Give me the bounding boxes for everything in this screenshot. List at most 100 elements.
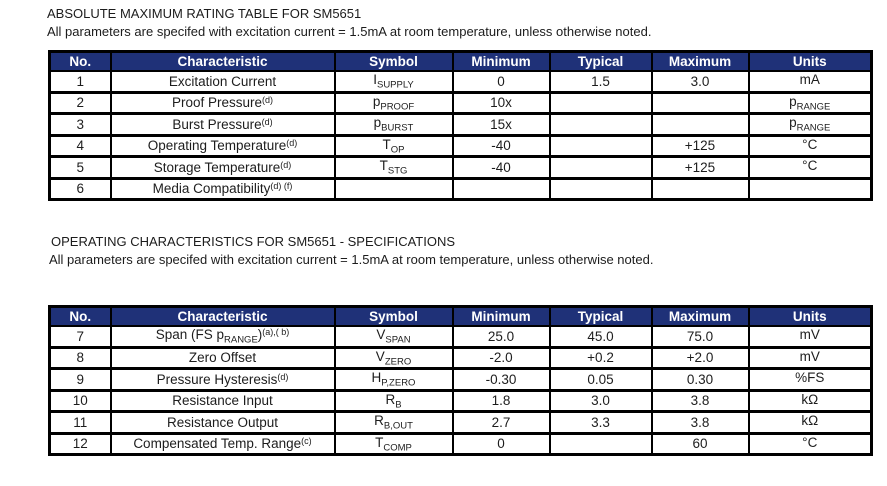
column-header-characteristic: Characteristic [109, 50, 336, 72]
table-row: 10 Resistance Input RB 1.8 3.0 3.8 kΩ [48, 388, 873, 413]
column-header-symbol: Symbol [333, 305, 454, 327]
cell-maximum: 75.0 [650, 325, 750, 348]
symbol-base: T [375, 434, 384, 450]
symbol-subscript: ZERO [384, 356, 412, 367]
column-header-minimum: Minimum [451, 305, 551, 327]
table-row: 2 Proof Pressure(d) pPROOF 10x pRANGE [48, 90, 873, 115]
operating-characteristics-table: No. Characteristic Symbol Minimum Typica… [48, 305, 873, 456]
characteristic-text: Media Compatibility [152, 181, 271, 196]
characteristic-superscript: (a),( b) [262, 327, 290, 337]
characteristic-superscript: (d) [261, 116, 273, 127]
cell-typical [548, 90, 653, 115]
section-note-operating-characteristics: All parameters are specifed with excitat… [49, 252, 654, 267]
column-header-units: Units [747, 305, 873, 327]
symbol-subscript: OP [390, 144, 405, 155]
unit-base: kΩ [801, 413, 819, 428]
symbol-base: V [376, 327, 386, 342]
symbol-subscript: PROOF [380, 101, 415, 112]
cell-symbol: VSPAN [333, 325, 454, 348]
cell-symbol: TOP [333, 133, 454, 158]
cell-units: mV [747, 345, 873, 370]
column-header-maximum: Maximum [650, 305, 750, 327]
cell-typical: 3.3 [548, 410, 653, 434]
cell-symbol: RB,OUT [333, 410, 454, 434]
cell-minimum: -40 [451, 133, 551, 158]
cell-characteristic: Pressure Hysteresis(d) [109, 367, 336, 391]
cell-characteristic: Operating Temperature(d) [109, 133, 336, 158]
table-row: 9 Pressure Hysteresis(d) HP,ZERO -0.30 0… [48, 367, 873, 391]
unit-base: mA [799, 72, 820, 87]
cell-typical: +0.2 [548, 345, 653, 370]
characteristic-text: Burst Pressure [172, 116, 262, 132]
unit-base: °C [802, 136, 818, 152]
symbol-base: p [373, 115, 382, 130]
cell-typical: 45.0 [548, 325, 653, 348]
symbol-base: V [375, 348, 385, 364]
column-header-symbol: Symbol [333, 50, 454, 72]
header-row: No. Characteristic Symbol Minimum Typica… [48, 305, 873, 327]
cell-units: kΩ [747, 410, 873, 434]
symbol-subscript: B [395, 399, 402, 410]
characteristic-text: Pressure Hysteresis [156, 371, 278, 387]
symbol-subscript: BURST [381, 122, 414, 134]
symbol-base: R [385, 391, 396, 407]
table-row: 3 Burst Pressure(d) pBURST 15x pRANGE [48, 112, 873, 136]
cell-minimum: -0.30 [451, 367, 551, 391]
cell-symbol: pBURST [333, 112, 454, 136]
unit-base: %FS [795, 370, 825, 385]
unit-base: p [789, 115, 797, 130]
symbol-base: H [371, 370, 382, 385]
cell-characteristic: Media Compatibility(d) (f) [109, 176, 336, 200]
cell-characteristic: Resistance Output [109, 410, 336, 434]
unit-subscript: RANGE [796, 101, 831, 112]
characteristic-subscript: RANGE [224, 334, 258, 346]
symbol-base: p [372, 93, 381, 109]
characteristic-text: Proof Pressure [171, 95, 263, 111]
absolute-maximum-rating-table: No. Characteristic Symbol Minimum Typica… [48, 50, 873, 201]
table-row: 5 Storage Temperature(d) TSTG -40 +125 °… [48, 155, 873, 179]
characteristic-text: Compensated Temp. Range [133, 436, 302, 452]
symbol-subscript: P,ZERO [381, 377, 416, 389]
cell-minimum [451, 176, 551, 200]
section-title-operating-characteristics: OPERATING CHARACTERISTICS FOR SM5651 - S… [51, 234, 456, 249]
cell-units: %FS [747, 367, 873, 391]
column-header-characteristic: Characteristic [109, 305, 336, 327]
cell-units: °C [747, 155, 873, 179]
characteristic-superscript: (d) (f) [270, 181, 293, 191]
cell-minimum: 1.8 [451, 388, 551, 413]
unit-base: mV [799, 348, 820, 364]
cell-minimum: 0 [451, 431, 551, 456]
column-header-maximum: Maximum [650, 50, 750, 72]
characteristic-superscript: (d) [262, 95, 274, 106]
cell-no: 10 [48, 388, 112, 413]
table-row: 11 Resistance Output RB,OUT 2.7 3.3 3.8 … [48, 410, 873, 434]
cell-no: 8 [48, 345, 112, 370]
column-header-typical: Typical [548, 50, 653, 72]
cell-maximum: +2.0 [650, 345, 750, 370]
characteristic-text: Operating Temperature [147, 138, 287, 154]
cell-typical [548, 155, 653, 179]
symbol-base: I [373, 72, 377, 87]
characteristic-text: Resistance Output [166, 414, 279, 430]
symbol-base: R [374, 413, 384, 428]
cell-maximum: 3.8 [650, 388, 750, 413]
cell-units: pRANGE [747, 112, 873, 136]
cell-no: 11 [48, 410, 112, 434]
column-header-typical: Typical [548, 305, 653, 327]
cell-minimum: 2.7 [451, 410, 551, 434]
cell-maximum: 60 [650, 431, 750, 456]
cell-characteristic: Burst Pressure(d) [109, 112, 336, 136]
cell-typical: 1.5 [548, 70, 653, 93]
cell-minimum: -2.0 [451, 345, 551, 370]
cell-symbol: RB [333, 388, 454, 413]
symbol-subscript: SPAN [385, 334, 411, 346]
cell-symbol: VZERO [333, 345, 454, 370]
cell-typical [548, 176, 653, 200]
cell-no: 5 [48, 155, 112, 179]
unit-base: mV [799, 327, 820, 342]
cell-maximum: +125 [650, 133, 750, 158]
cell-minimum: 15x [451, 112, 551, 136]
cell-no: 12 [48, 431, 112, 456]
cell-symbol: HP,ZERO [333, 367, 454, 391]
cell-characteristic: Excitation Current [109, 70, 336, 93]
